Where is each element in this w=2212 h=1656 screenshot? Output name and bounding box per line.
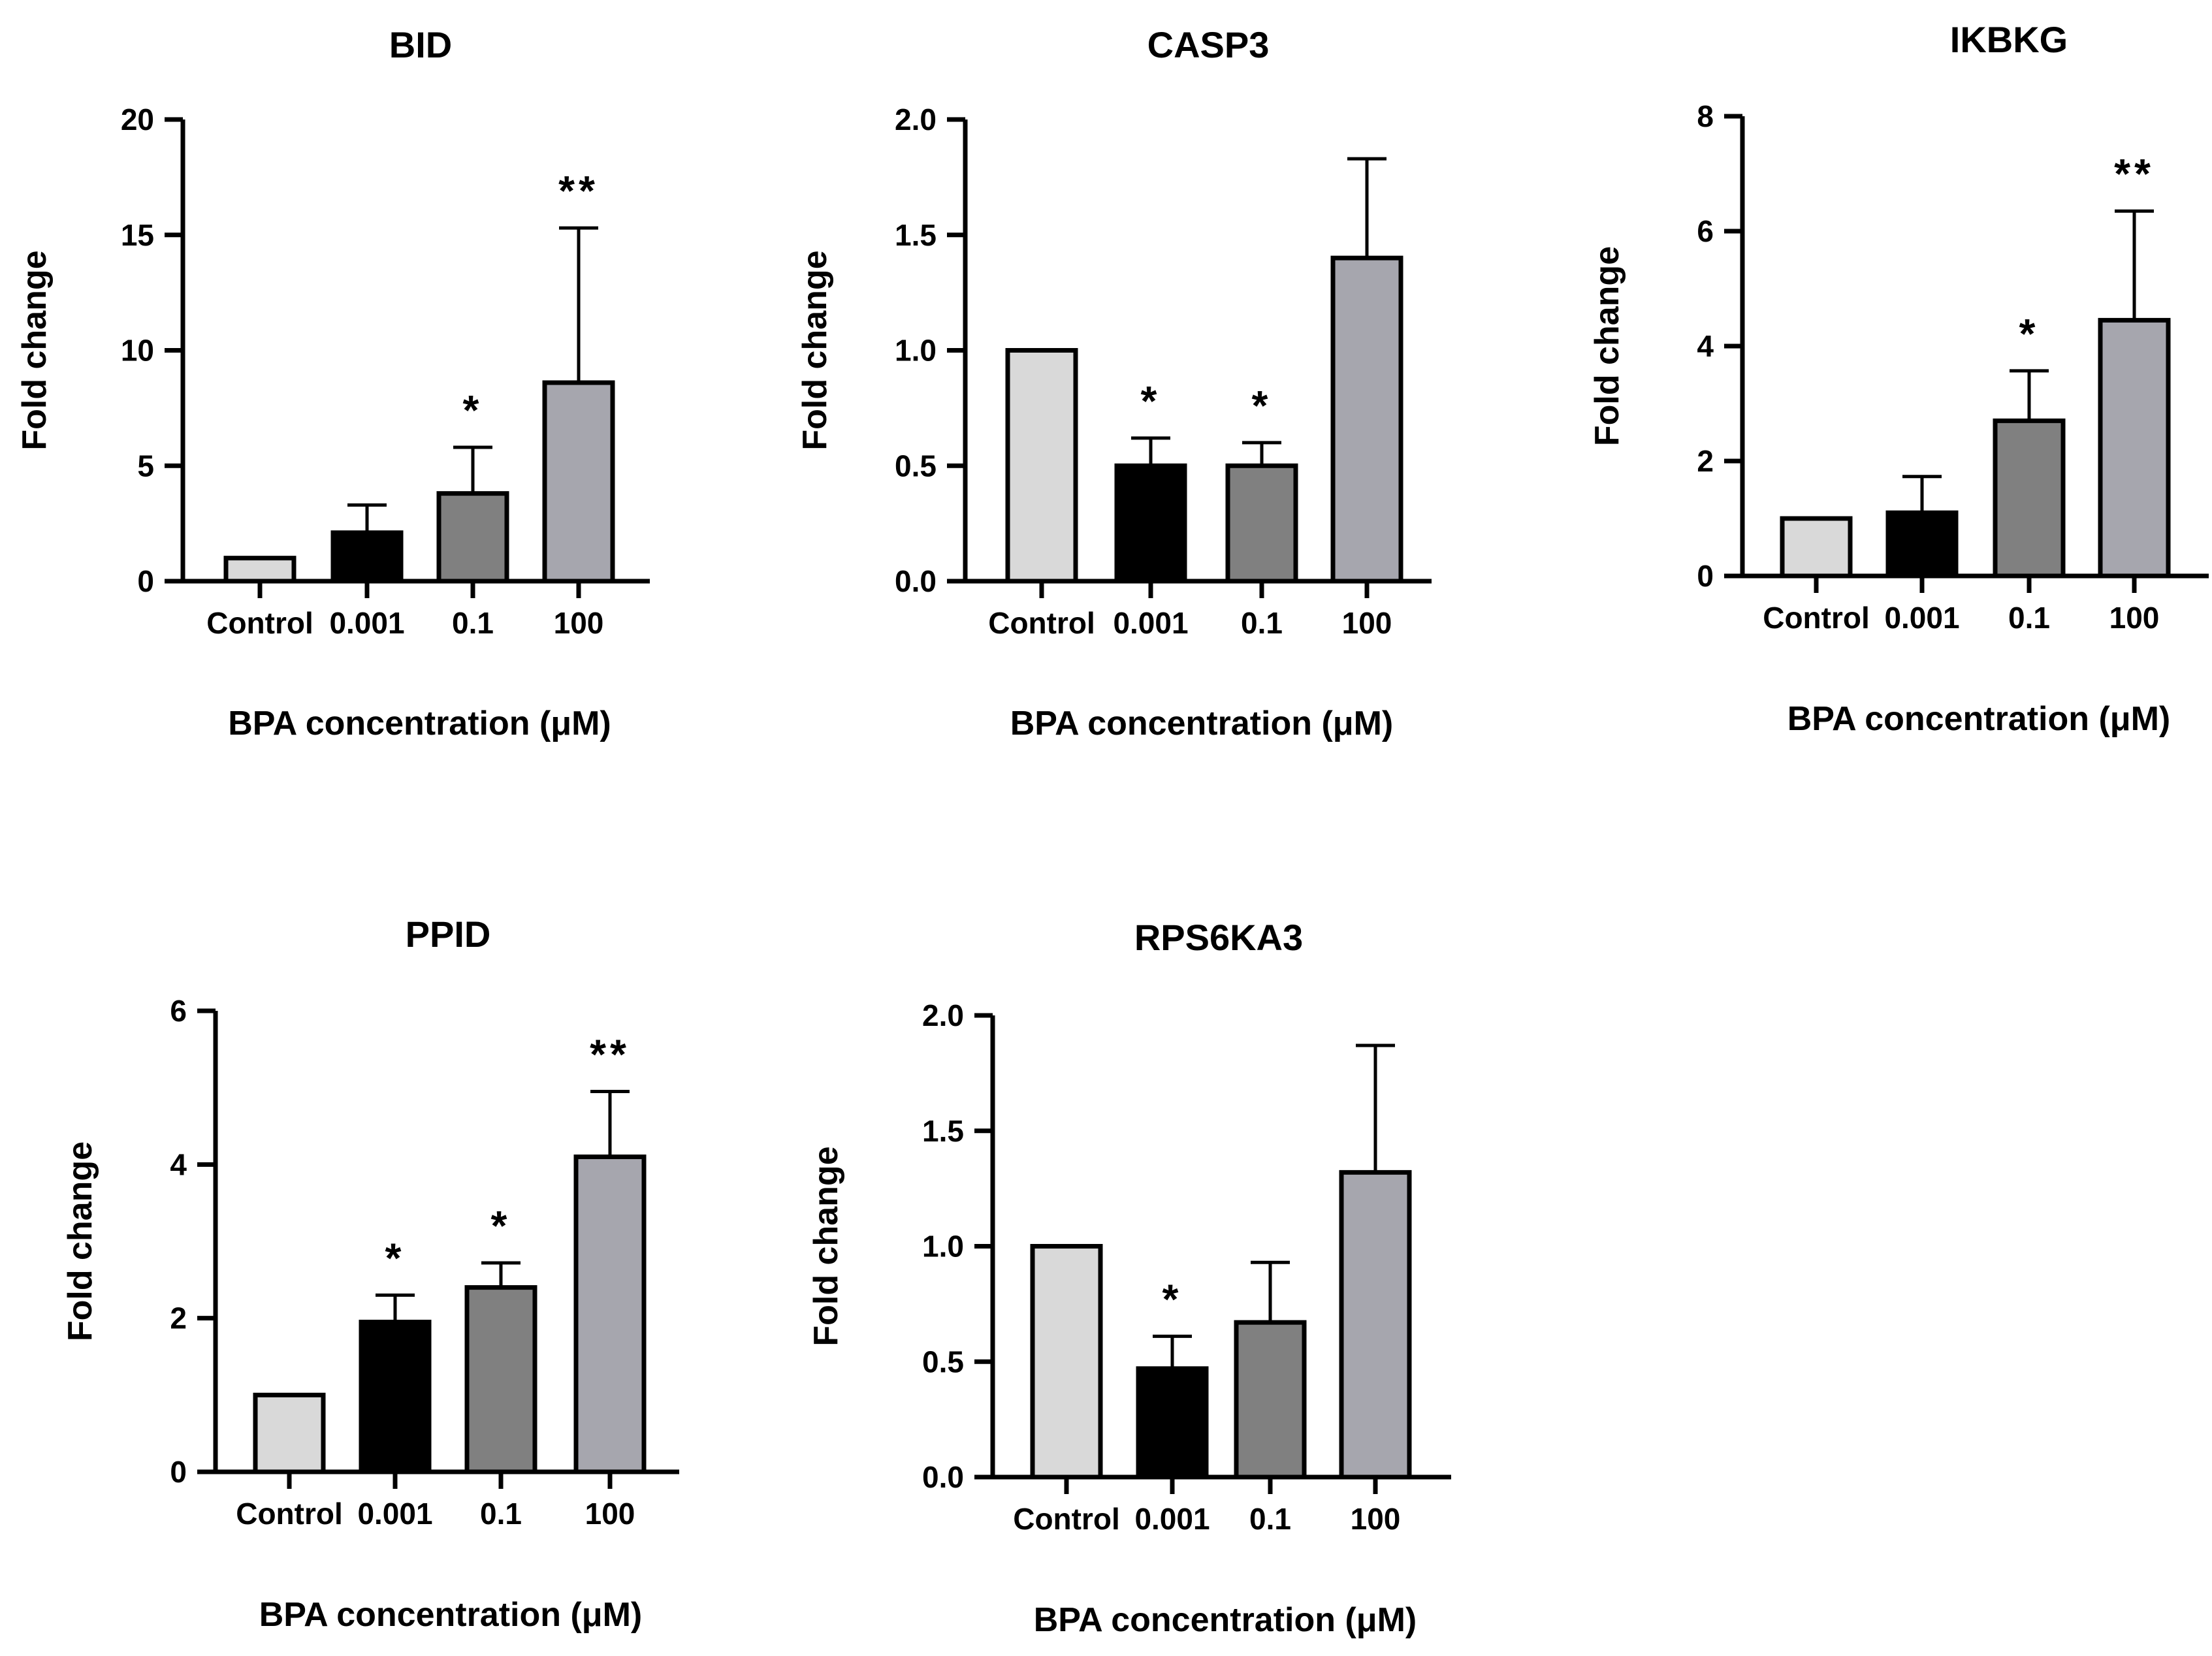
y-tick-label: 1.0 bbox=[922, 1230, 964, 1264]
chart-casp3: CASP3 0.0 0.5 1.0 1.5 2.0 Control 0.001 * 0.1 * 100… bbox=[796, 24, 1432, 742]
y-tick-label: 20 bbox=[121, 103, 154, 136]
y-tick-label: 1.5 bbox=[895, 218, 937, 252]
significance-marker: * bbox=[2019, 310, 2040, 357]
bar-100 bbox=[1330, 255, 1403, 584]
x-tick-label: 0.1 bbox=[1241, 606, 1283, 640]
x-axis-label: BPA concentration (μM) bbox=[1010, 705, 1393, 742]
y-tick-label: 0 bbox=[137, 564, 154, 598]
chart-ppid: PPID 0 2 4 6 Control 0.001 * 0.1 * 100 ** BPA concen… bbox=[61, 914, 679, 1634]
y-tick-label: 15 bbox=[121, 218, 154, 252]
bar-0.001 bbox=[1136, 1366, 1209, 1480]
bar-100 bbox=[573, 1154, 647, 1474]
y-tick-label: 0.0 bbox=[922, 1460, 964, 1494]
significance-marker: * bbox=[1252, 382, 1272, 429]
y-axis-label: Fold change bbox=[796, 250, 834, 450]
x-tick-label: 100 bbox=[554, 606, 604, 640]
x-tick-label: 0.1 bbox=[480, 1497, 522, 1531]
bar-100 bbox=[1339, 1170, 1412, 1480]
x-axis-label: BPA concentration (μM) bbox=[1034, 1601, 1417, 1639]
significance-marker: * bbox=[1162, 1275, 1183, 1322]
x-axis-label: BPA concentration (μM) bbox=[259, 1596, 642, 1634]
x-tick-label: 100 bbox=[1351, 1502, 1401, 1536]
x-tick-label: Control bbox=[236, 1497, 343, 1531]
x-tick-label: 100 bbox=[1342, 606, 1392, 640]
chart-title: CASP3 bbox=[1147, 24, 1270, 65]
y-tick-label: 2 bbox=[170, 1301, 187, 1335]
x-tick-label: 0.001 bbox=[1113, 606, 1188, 640]
x-tick-label: 100 bbox=[2109, 601, 2160, 635]
x-tick-label: Control bbox=[1763, 601, 1870, 635]
x-tick-label: Control bbox=[1013, 1502, 1120, 1536]
y-tick-label: 6 bbox=[1697, 214, 1714, 248]
y-tick-label: 1.5 bbox=[922, 1114, 964, 1148]
x-tick-label: 0.001 bbox=[357, 1497, 432, 1531]
chart-title: BID bbox=[389, 24, 452, 65]
chart-title: IKBKG bbox=[1950, 19, 2068, 60]
y-axis-label: Fold change bbox=[807, 1146, 845, 1346]
y-tick-label: 8 bbox=[1697, 99, 1714, 133]
y-tick-label: 2.0 bbox=[895, 103, 937, 136]
y-tick-label: 6 bbox=[170, 994, 187, 1028]
bar-0.1 bbox=[1993, 418, 2066, 579]
significance-marker: ** bbox=[558, 167, 599, 214]
x-tick-label: Control bbox=[206, 606, 313, 640]
chart-title: PPID bbox=[406, 914, 491, 955]
x-tick-label: 0.1 bbox=[2008, 601, 2050, 635]
significance-marker: ** bbox=[590, 1031, 630, 1078]
chart-ikbkg: IKBKG 0 2 4 6 8 Control 0.001 0.1 * 100 ** BPA conce… bbox=[1588, 19, 2209, 738]
y-tick-label: 4 bbox=[170, 1147, 187, 1181]
bar-0.1 bbox=[464, 1285, 537, 1474]
y-tick-label: 2 bbox=[1697, 444, 1714, 478]
y-tick-label: 1.0 bbox=[895, 334, 937, 368]
y-tick-label: 5 bbox=[137, 449, 154, 483]
bar-0.1 bbox=[436, 491, 509, 584]
x-axis-label: BPA concentration (μM) bbox=[1787, 700, 2170, 738]
chart-title: RPS6KA3 bbox=[1134, 917, 1303, 958]
x-tick-label: 0.1 bbox=[452, 606, 494, 640]
y-tick-label: 2.0 bbox=[922, 998, 964, 1032]
significance-marker: * bbox=[463, 387, 483, 434]
bar-control bbox=[1780, 516, 1853, 579]
bar-0.001 bbox=[1885, 510, 1959, 579]
y-tick-label: 4 bbox=[1697, 329, 1714, 363]
x-tick-label: 0.1 bbox=[1249, 1502, 1291, 1536]
significance-marker: * bbox=[491, 1202, 511, 1249]
bar-control bbox=[1030, 1244, 1103, 1480]
bar-control bbox=[223, 556, 297, 584]
x-tick-label: 0.001 bbox=[329, 606, 404, 640]
bar-100 bbox=[2098, 317, 2171, 579]
x-tick-label: 100 bbox=[585, 1497, 635, 1531]
bar-0.001 bbox=[359, 1320, 432, 1474]
bar-0.001 bbox=[1114, 463, 1187, 584]
y-tick-label: 0.5 bbox=[895, 449, 937, 483]
y-axis-label: Fold change bbox=[61, 1141, 99, 1341]
significance-marker: * bbox=[1141, 377, 1161, 424]
bar-control bbox=[1005, 348, 1078, 584]
x-tick-label: Control bbox=[988, 606, 1095, 640]
y-axis-label: Fold change bbox=[1588, 246, 1626, 446]
y-tick-label: 0 bbox=[1697, 559, 1714, 593]
chart-rps6ka3: RPS6KA3 0.0 0.5 1.0 1.5 2.0 Control 0.001 * 0.1 10… bbox=[807, 917, 1451, 1639]
x-axis-label: BPA concentration (μM) bbox=[228, 705, 611, 742]
bar-0.1 bbox=[1234, 1320, 1307, 1480]
y-axis-label: Fold change bbox=[16, 250, 54, 450]
x-tick-label: 0.001 bbox=[1884, 601, 1959, 635]
y-tick-label: 10 bbox=[121, 334, 154, 368]
y-tick-label: 0 bbox=[170, 1455, 187, 1489]
bar-100 bbox=[542, 380, 615, 584]
significance-marker: * bbox=[385, 1234, 406, 1281]
chart-bid: BID 0 5 10 15 20 Control 0.001 0.1 * 100 ** BPA conc… bbox=[16, 24, 650, 742]
bar-control bbox=[253, 1392, 326, 1474]
x-tick-label: 0.001 bbox=[1134, 1502, 1210, 1536]
y-tick-label: 0.0 bbox=[895, 564, 937, 598]
bar-0.001 bbox=[330, 530, 404, 584]
bar-0.1 bbox=[1225, 463, 1298, 584]
y-tick-label: 0.5 bbox=[922, 1345, 964, 1378]
significance-marker: ** bbox=[2114, 150, 2155, 197]
